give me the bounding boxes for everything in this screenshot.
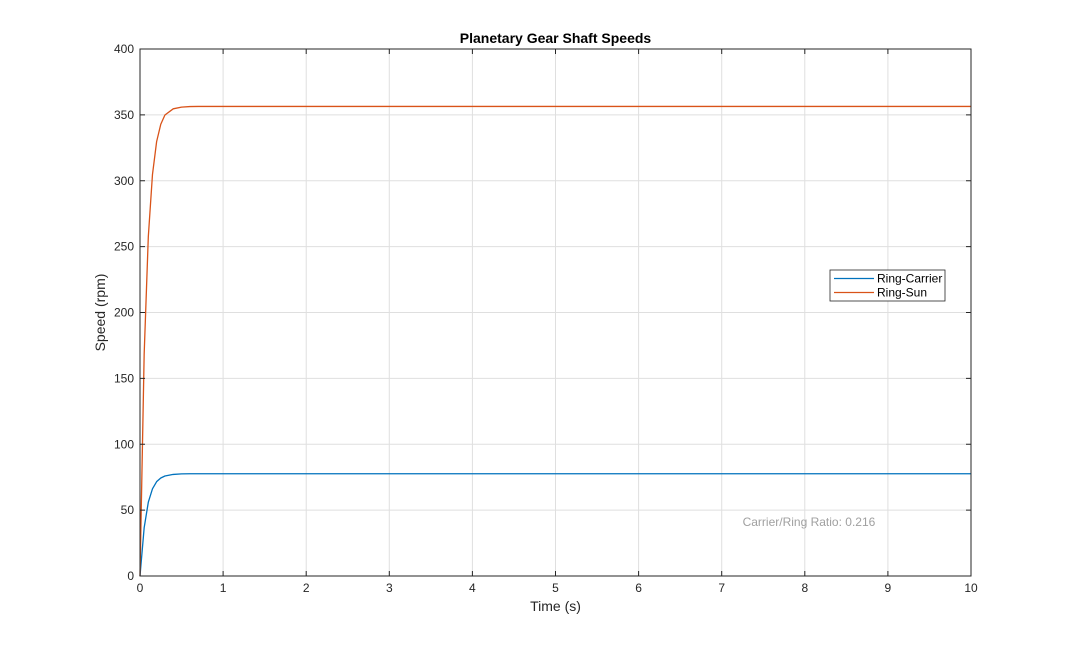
y-tick-label: 150 bbox=[114, 371, 134, 385]
y-axis-label: Speed (rpm) bbox=[92, 274, 108, 352]
x-tick-label: 6 bbox=[635, 581, 642, 595]
x-tick-label: 3 bbox=[386, 581, 393, 595]
data-series bbox=[139, 105, 971, 577]
x-tick-label: 8 bbox=[801, 581, 808, 595]
x-tick-label: 10 bbox=[964, 581, 978, 595]
tick-marks bbox=[139, 48, 972, 577]
ratio-annotation: Carrier/Ring Ratio: 0.216 bbox=[743, 515, 876, 529]
x-tick-label: 9 bbox=[885, 581, 892, 595]
x-tick-label: 4 bbox=[469, 581, 476, 595]
grid-lines bbox=[140, 49, 971, 576]
y-tick-label: 250 bbox=[114, 240, 134, 254]
y-tick-label: 350 bbox=[114, 108, 134, 122]
legend-label-ring-carrier: Ring-Carrier bbox=[877, 272, 942, 286]
x-tick-label: 5 bbox=[552, 581, 559, 595]
x-tick-label: 2 bbox=[303, 581, 310, 595]
y-tick-label: 200 bbox=[114, 306, 134, 320]
legend-label-ring-sun: Ring-Sun bbox=[877, 286, 927, 300]
chart-title: Planetary Gear Shaft Speeds bbox=[460, 30, 652, 46]
legend: Ring-Carrier Ring-Sun bbox=[829, 269, 946, 302]
x-tick-label: 0 bbox=[137, 581, 144, 595]
x-axis-label: Time (s) bbox=[530, 598, 581, 614]
y-tick-label: 300 bbox=[114, 174, 134, 188]
series-line-ring-sun bbox=[139, 105, 971, 577]
y-tick-label: 400 bbox=[114, 42, 134, 56]
series-line-ring-carrier bbox=[139, 473, 971, 577]
legend-box bbox=[829, 269, 946, 302]
x-tick-label: 1 bbox=[220, 581, 227, 595]
y-tick-label: 0 bbox=[127, 569, 134, 583]
y-tick-label: 100 bbox=[114, 437, 134, 451]
y-tick-label: 50 bbox=[121, 503, 135, 517]
annotations: Carrier/Ring Ratio: 0.216 bbox=[743, 515, 876, 529]
x-tick-label: 7 bbox=[718, 581, 725, 595]
